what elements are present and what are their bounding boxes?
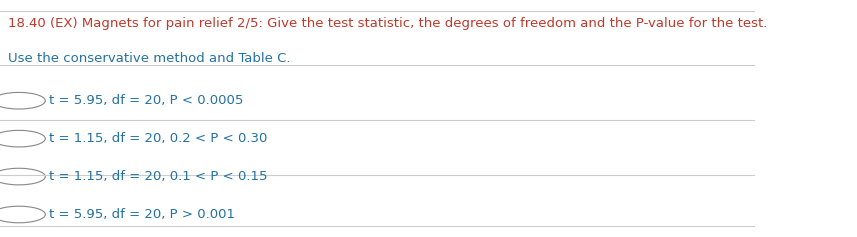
Text: t = 1.15, df = 20, 0.2 < P < 0.30: t = 1.15, df = 20, 0.2 < P < 0.30 (49, 132, 267, 145)
Text: t = 1.15, df = 20, 0.1 < P < 0.15: t = 1.15, df = 20, 0.1 < P < 0.15 (49, 170, 267, 183)
Text: t = 5.95, df = 20, P < 0.0005: t = 5.95, df = 20, P < 0.0005 (49, 94, 243, 107)
Text: 18.40 (EX) Magnets for pain relief 2/5: Give the test statistic, the degrees of : 18.40 (EX) Magnets for pain relief 2/5: … (8, 17, 767, 30)
Text: t = 5.95, df = 20, P > 0.001: t = 5.95, df = 20, P > 0.001 (49, 208, 235, 221)
Text: Use the conservative method and Table C.: Use the conservative method and Table C. (8, 52, 290, 65)
